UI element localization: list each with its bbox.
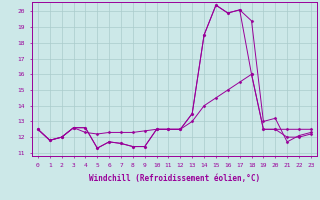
X-axis label: Windchill (Refroidissement éolien,°C): Windchill (Refroidissement éolien,°C) bbox=[89, 174, 260, 183]
